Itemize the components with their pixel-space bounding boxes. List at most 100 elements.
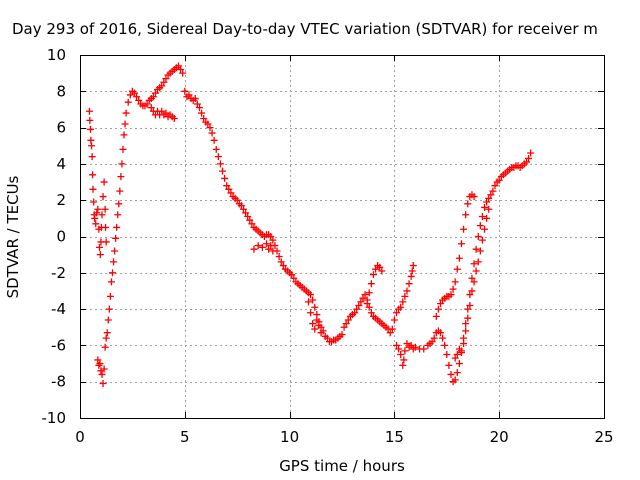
data-point: [269, 247, 277, 255]
data-point: [210, 136, 218, 144]
data-point: [453, 369, 461, 377]
data-point: [112, 234, 120, 242]
data-point: [367, 280, 375, 288]
data-point: [378, 267, 386, 275]
data-point: [307, 309, 315, 317]
data-point: [403, 287, 411, 295]
data-point: [342, 320, 350, 328]
data-point: [92, 220, 100, 228]
data-point: [89, 171, 97, 179]
data-point: [101, 343, 109, 351]
data-point: [105, 305, 113, 313]
data-point: [365, 303, 373, 311]
data-point: [250, 245, 258, 253]
data-point: [208, 129, 216, 137]
data-point: [94, 205, 102, 213]
data-point: [111, 247, 119, 255]
data-point: [86, 125, 94, 133]
data-point: [122, 109, 130, 117]
data-point: [288, 271, 296, 279]
data-point: [457, 240, 465, 248]
data-point: [470, 260, 478, 268]
data-point: [258, 243, 266, 251]
data-point: [437, 329, 445, 337]
data-point: [160, 78, 168, 86]
data-point: [106, 292, 114, 300]
data-point: [130, 89, 138, 97]
grid: [80, 55, 604, 418]
data-point: [98, 370, 106, 378]
y-tick-label: -2: [51, 264, 66, 282]
data-point: [99, 193, 107, 201]
data-point: [474, 258, 482, 266]
data-point: [265, 245, 273, 253]
data-point: [147, 104, 155, 112]
data-point: [462, 327, 470, 335]
data-point: [365, 289, 373, 297]
y-tick-label: -6: [51, 336, 66, 354]
data-point: [483, 198, 491, 206]
data-point: [248, 220, 256, 228]
data-point: [133, 93, 141, 101]
data-point: [468, 274, 476, 282]
data-point: [254, 242, 262, 250]
data-point: [191, 95, 199, 103]
data-point: [400, 356, 408, 364]
data-point: [223, 182, 231, 190]
data-point: [376, 263, 384, 271]
data-point: [476, 247, 484, 255]
data-point: [206, 124, 214, 132]
data-point: [397, 350, 405, 358]
data-point: [455, 360, 463, 368]
data-point: [114, 211, 122, 219]
data-point: [263, 240, 271, 248]
data-point: [428, 338, 436, 346]
data-point: [113, 223, 121, 231]
data-point: [464, 305, 472, 313]
data-point: [392, 341, 400, 349]
data-point: [405, 280, 413, 288]
data-point: [363, 300, 371, 308]
data-point: [227, 189, 235, 197]
data-point: [101, 205, 109, 213]
data-point: [267, 233, 275, 240]
data-point: [246, 216, 254, 224]
data-point: [432, 312, 440, 320]
data-point: [93, 209, 101, 217]
data-point: [244, 213, 252, 221]
data-point: [195, 104, 203, 112]
data-point: [175, 62, 183, 70]
data-point: [386, 329, 394, 337]
data-point: [117, 173, 125, 181]
data-point: [214, 153, 222, 161]
data-point: [239, 205, 247, 213]
y-tick-label: -4: [51, 300, 66, 318]
data-point: [103, 329, 111, 337]
data-point: [309, 320, 317, 328]
data-point: [399, 361, 407, 369]
data-point: [185, 91, 193, 99]
data-point: [94, 356, 102, 364]
x-axis-label: GPS time / hours: [279, 457, 405, 475]
data-point: [116, 187, 124, 195]
data-point: [219, 167, 227, 175]
data-point: [401, 347, 409, 355]
data-point: [457, 347, 465, 355]
data-point: [90, 198, 98, 206]
data-point: [399, 298, 407, 306]
data-point: [449, 285, 457, 293]
data-point: [86, 116, 94, 124]
data-point: [434, 305, 442, 313]
data-point: [478, 236, 486, 244]
data-point: [100, 178, 108, 186]
data-point: [439, 334, 447, 342]
y-tick-label: 6: [56, 119, 66, 137]
y-tick-label: -10: [42, 409, 67, 427]
data-point: [401, 292, 409, 300]
x-tick-label: 0: [75, 428, 85, 446]
data-point: [395, 345, 403, 353]
data-point: [481, 203, 489, 211]
data-point: [462, 211, 470, 219]
data-point: [309, 296, 317, 304]
data-point: [367, 309, 375, 317]
